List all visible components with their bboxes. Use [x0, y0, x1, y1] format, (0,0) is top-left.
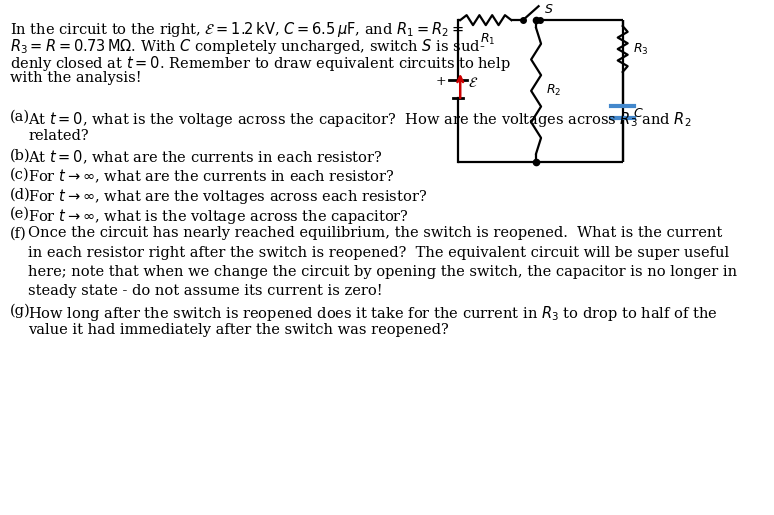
Text: $R_3 = R = 0.73\,\mathrm{M}\Omega$. With $C$ completely uncharged, switch $S$ is: $R_3 = R = 0.73\,\mathrm{M}\Omega$. With…: [10, 37, 485, 56]
Text: denly closed at $t = 0$. Remember to draw equivalent circuits to help: denly closed at $t = 0$. Remember to dra…: [10, 54, 511, 73]
Text: (c): (c): [10, 168, 29, 182]
Text: $C$: $C$: [632, 107, 643, 120]
Text: $R_3$: $R_3$: [632, 42, 648, 57]
Text: For $t \to \infty$, what are the voltages across each resistor?: For $t \to \infty$, what are the voltage…: [28, 187, 427, 207]
Text: in each resistor right after the switch is reopened?  The equivalent circuit wil: in each resistor right after the switch …: [28, 246, 729, 260]
Text: +: +: [436, 75, 447, 88]
Text: $R_1$: $R_1$: [480, 32, 495, 47]
Text: (g): (g): [10, 304, 31, 318]
Text: with the analysis!: with the analysis!: [10, 71, 142, 85]
Text: At $t = 0$, what is the voltage across the capacitor?  How are the voltages acro: At $t = 0$, what is the voltage across t…: [28, 110, 691, 129]
Text: related?: related?: [28, 129, 89, 143]
Text: $\mathcal{E}$: $\mathcal{E}$: [468, 76, 479, 90]
Text: (d): (d): [10, 187, 31, 201]
Text: Once the circuit has nearly reached equilibrium, the switch is reopened.  What i: Once the circuit has nearly reached equi…: [28, 226, 722, 241]
Text: For $t \to \infty$, what are the currents in each resistor?: For $t \to \infty$, what are the current…: [28, 168, 395, 185]
Text: steady state - do not assume its current is zero!: steady state - do not assume its current…: [28, 284, 382, 299]
Text: here; note that when we change the circuit by opening the switch, the capacitor : here; note that when we change the circu…: [28, 265, 737, 279]
Text: (b): (b): [10, 149, 30, 163]
Text: For $t \to \infty$, what is the voltage across the capacitor?: For $t \to \infty$, what is the voltage …: [28, 207, 409, 226]
Text: (a): (a): [10, 110, 30, 124]
Text: $R_2$: $R_2$: [546, 83, 561, 98]
Text: $S$: $S$: [544, 3, 554, 16]
Text: (f): (f): [10, 226, 26, 241]
Text: (e): (e): [10, 207, 30, 221]
Text: In the circuit to the right, $\mathcal{E} = 1.2\,\mathrm{kV}$, $C = 6.5\,\mu\mat: In the circuit to the right, $\mathcal{E…: [10, 20, 464, 39]
Text: How long after the switch is reopened does it take for the current in $R_3$ to d: How long after the switch is reopened do…: [28, 304, 717, 323]
Text: At $t = 0$, what are the currents in each resistor?: At $t = 0$, what are the currents in eac…: [28, 149, 382, 166]
Text: value it had immediately after the switch was reopened?: value it had immediately after the switc…: [28, 323, 449, 337]
